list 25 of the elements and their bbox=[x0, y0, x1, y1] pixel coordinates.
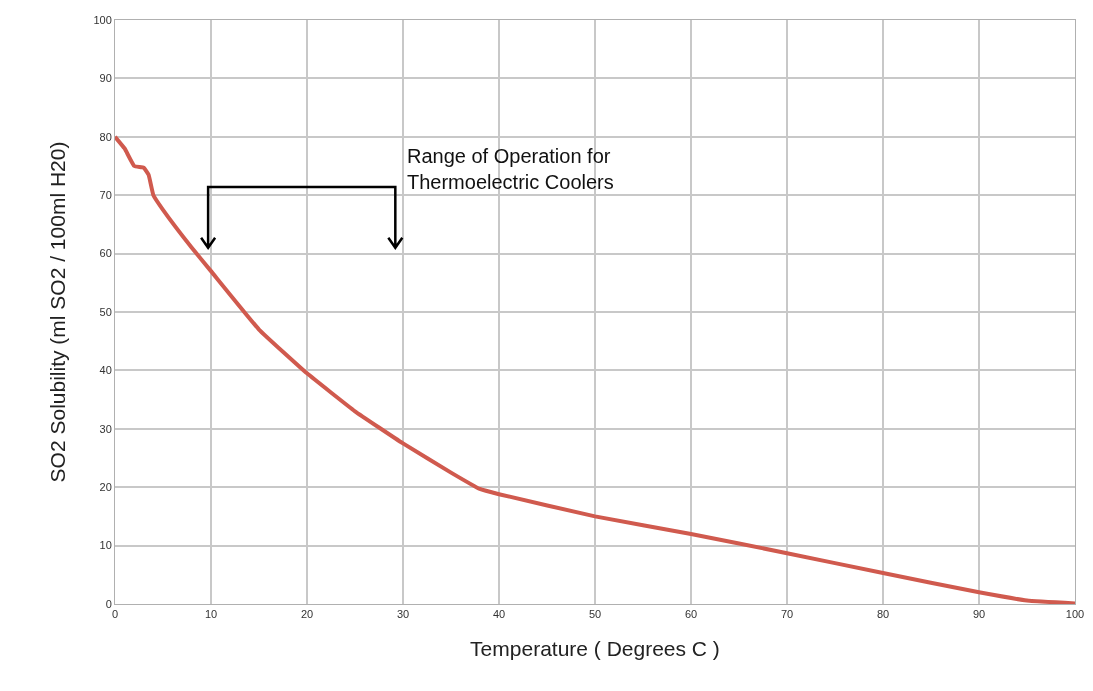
x-tick-label: 40 bbox=[492, 608, 506, 621]
x-tick-label: 30 bbox=[396, 608, 410, 621]
y-tick-label: 0 bbox=[105, 597, 112, 610]
x-tick-label: 20 bbox=[300, 608, 314, 621]
x-tick-label: 80 bbox=[876, 608, 890, 621]
annotation: Range of Operation for Thermoelectric Coolers bbox=[407, 145, 614, 193]
y-tick-label: 40 bbox=[99, 364, 112, 377]
x-tick-label: 50 bbox=[588, 608, 602, 621]
x-tick-label: 70 bbox=[780, 608, 794, 621]
y-tick-label: 70 bbox=[99, 189, 112, 202]
y-tick-label: 90 bbox=[99, 72, 112, 85]
y-axis-title: SO2 Solubility (ml SO2 / 100ml H20) bbox=[45, 141, 69, 483]
x-tick-label: 100 bbox=[1065, 608, 1085, 621]
y-tick-label: 20 bbox=[99, 481, 112, 494]
y-tick-label: 60 bbox=[99, 247, 112, 260]
x-axis-title: Temperature ( Degrees C ) bbox=[470, 637, 720, 661]
y-tick-label: 30 bbox=[99, 422, 112, 435]
y-tick-label: 100 bbox=[93, 13, 112, 26]
y-tick-label: 50 bbox=[99, 305, 112, 318]
x-tick-label: 10 bbox=[204, 608, 218, 621]
line-series bbox=[115, 134, 1075, 604]
x-tick-label: 90 bbox=[972, 608, 986, 621]
y-tick-label: 80 bbox=[99, 130, 112, 143]
x-tick-label: 60 bbox=[684, 608, 698, 621]
y-tick-label: 10 bbox=[99, 539, 112, 552]
